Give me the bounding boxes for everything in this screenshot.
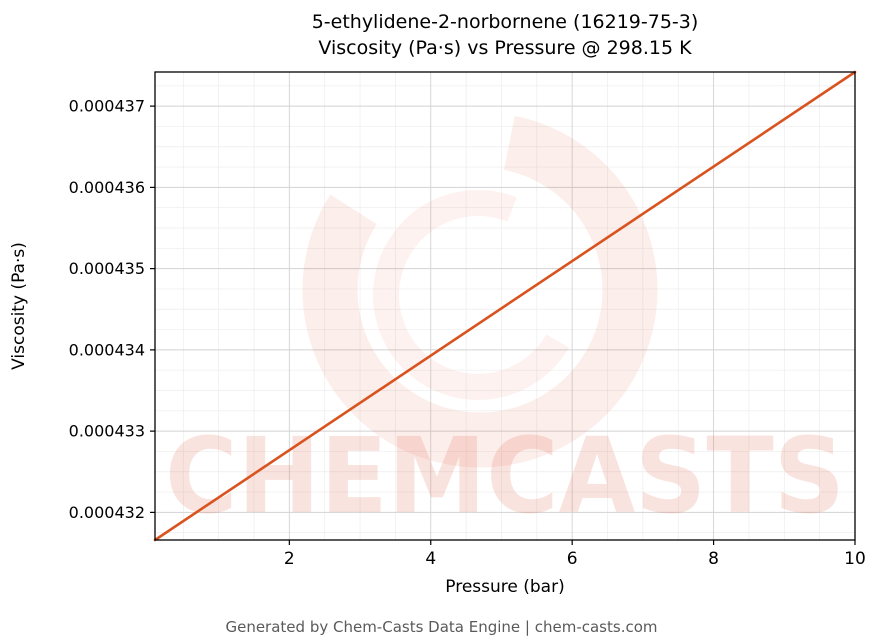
y-tick-label: 0.000434 [69, 340, 145, 359]
chart-title-line2: Viscosity (Pa·s) vs Pressure @ 298.15 K [318, 36, 692, 59]
x-tick-label: 8 [708, 549, 719, 569]
x-tick-label: 4 [425, 549, 436, 569]
grid-minor [155, 72, 855, 540]
y-tick-label: 0.000436 [69, 178, 145, 197]
x-tick-label: 6 [567, 549, 578, 569]
footer-attribution: Generated by Chem-Casts Data Engine | ch… [225, 618, 658, 636]
chart-title-line1: 5-ethylidene-2-norbornene (16219-75-3) [311, 11, 699, 33]
watermark-swirl-inner [373, 190, 583, 400]
watermark-swirl-outer [302, 112, 658, 468]
x-axis-label: Pressure (bar) [445, 577, 564, 597]
y-axis-label: Viscosity (Pa·s) [9, 242, 29, 370]
ticks [150, 105, 856, 545]
grid-major [155, 72, 856, 540]
x-tick-label: 10 [844, 549, 866, 569]
y-tick-label: 0.000432 [69, 503, 145, 522]
chart-title: 5-ethylidene-2-norbornene (16219-75-3) V… [155, 10, 855, 61]
y-tick-label: 0.000437 [69, 97, 145, 116]
viscosity-line [153, 70, 857, 542]
watermark-logo: CHEMCASTS [165, 112, 845, 537]
plot-border [154, 71, 856, 541]
tick-labels: 2 4 6 8 10 0.000432 0.000433 0.000434 0.000435 0.… [69, 97, 866, 569]
watermark-text: CHEMCASTS [165, 415, 845, 537]
x-tick-label: 2 [284, 549, 295, 569]
y-tick-label: 0.000435 [69, 259, 145, 278]
y-tick-label: 0.000433 [69, 422, 145, 441]
